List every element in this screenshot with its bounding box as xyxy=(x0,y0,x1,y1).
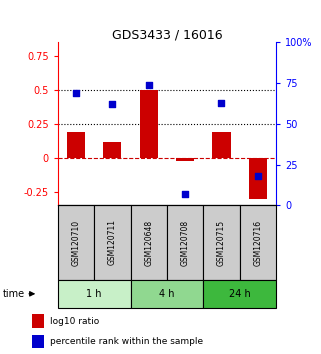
Text: GSM120715: GSM120715 xyxy=(217,219,226,266)
Bar xyxy=(67,132,85,158)
Bar xyxy=(140,90,158,158)
Text: 4 h: 4 h xyxy=(159,289,175,299)
Bar xyxy=(240,205,276,280)
Text: 24 h: 24 h xyxy=(229,289,251,299)
Text: percentile rank within the sample: percentile rank within the sample xyxy=(50,337,204,346)
Bar xyxy=(103,142,121,158)
Point xyxy=(146,82,151,88)
Bar xyxy=(58,205,94,280)
Bar xyxy=(94,205,131,280)
Point xyxy=(74,90,79,96)
Point xyxy=(110,102,115,107)
Text: 1 h: 1 h xyxy=(86,289,102,299)
Text: GSM120716: GSM120716 xyxy=(253,219,262,266)
Point xyxy=(255,173,260,179)
Bar xyxy=(58,280,131,308)
Bar xyxy=(31,314,44,328)
Text: log10 ratio: log10 ratio xyxy=(50,317,100,326)
Text: GSM120710: GSM120710 xyxy=(72,219,81,266)
Title: GDS3433 / 16016: GDS3433 / 16016 xyxy=(112,28,222,41)
Bar xyxy=(213,132,230,158)
Bar xyxy=(203,205,240,280)
Text: GSM120648: GSM120648 xyxy=(144,219,153,266)
Bar xyxy=(131,280,203,308)
Bar xyxy=(131,205,167,280)
Bar xyxy=(31,335,44,348)
Text: GSM120711: GSM120711 xyxy=(108,219,117,266)
Text: GSM120708: GSM120708 xyxy=(181,219,190,266)
Point xyxy=(183,191,188,197)
Point xyxy=(219,100,224,105)
Bar xyxy=(167,205,203,280)
Bar xyxy=(249,158,267,199)
Bar xyxy=(176,158,194,161)
Bar xyxy=(203,280,276,308)
Text: time: time xyxy=(3,289,25,299)
